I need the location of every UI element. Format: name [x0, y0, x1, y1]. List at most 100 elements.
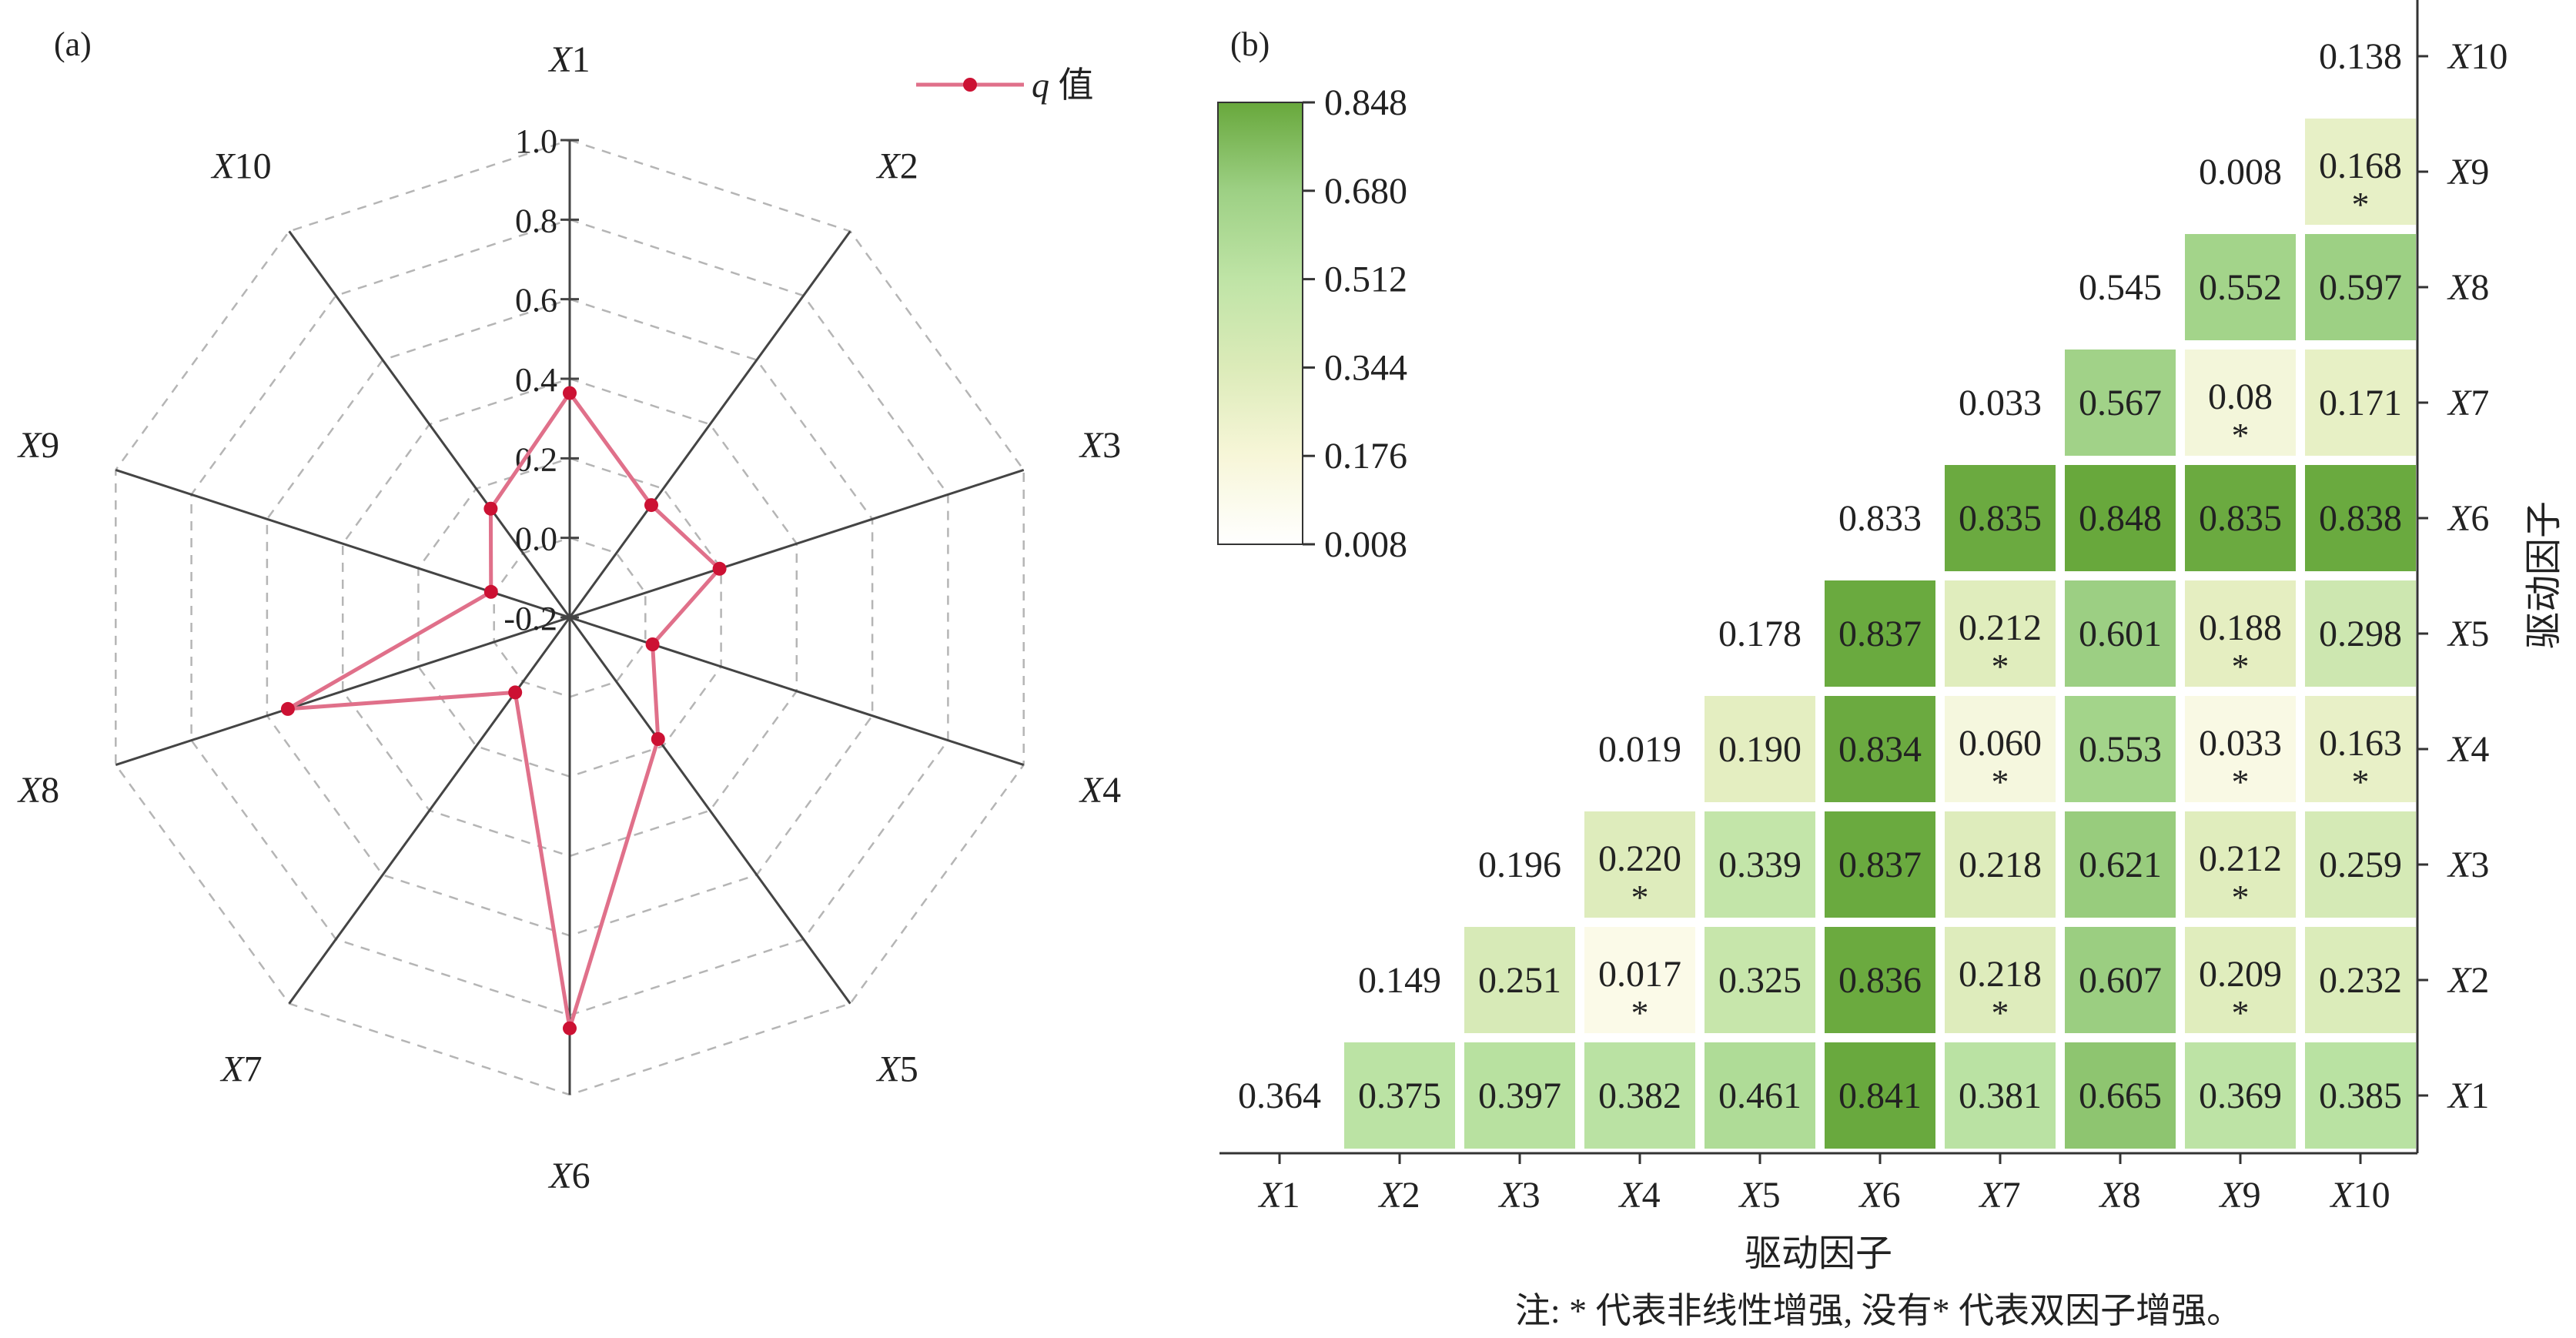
heatmap-cell-value: 0.017 [1598, 954, 1681, 995]
heatmap-cell-value: 0.385 [2319, 1075, 2402, 1116]
heatmap-cell-x7-x9 [2185, 350, 2296, 456]
heatmap-cell-x1-x8 [2065, 1042, 2176, 1149]
heatmap-cell-x9-x10 [2305, 119, 2416, 225]
heatmap-cell-x3-x6 [1825, 811, 1935, 918]
colorbar-tick-label: 0.176 [1324, 436, 1407, 477]
heatmap-cell-value: 0.033 [2199, 723, 2282, 764]
heatmap-cell-value: 0.837 [1838, 845, 1922, 885]
heatmap-cell-value: 0.607 [2079, 960, 2162, 1001]
radar-point-x9 [483, 584, 498, 599]
heatmap-cell-x4-x9 [2185, 696, 2296, 802]
heatmap-cell-x1-x7 [1945, 1042, 2056, 1149]
heatmap-cell-x8-x10 [2305, 234, 2416, 340]
heatmap-cell-value: 0.019 [1598, 729, 1681, 770]
heatmap-x-tick-x6: X6 [1858, 1175, 1900, 1216]
heatmap-cell-value: 0.178 [1718, 614, 1802, 654]
heatmap-cell-value: 0.382 [1598, 1075, 1681, 1116]
radar-point-x7 [508, 685, 523, 700]
heatmap-cell-x6-x9 [2185, 465, 2296, 571]
radar-tick-label: 0.0 [515, 520, 557, 558]
radar-point-x10 [483, 501, 498, 516]
radar-axis-label-x7: X7 [219, 1049, 262, 1090]
heatmap-cell-star: * [1992, 993, 2009, 1032]
heatmap-cell-star: * [2232, 993, 2250, 1032]
heatmap-x-tick-x7: X7 [1978, 1175, 2020, 1216]
heatmap-y-tick-x6: X6 [2447, 498, 2489, 539]
heatmap-cell-x1-x6 [1825, 1042, 1935, 1149]
heatmap-cell-star: * [2232, 647, 2250, 686]
radar-point-x6 [563, 1021, 577, 1035]
heatmap-cell-value: 0.212 [1959, 607, 2042, 648]
heatmap-cell-x3-x9 [2185, 811, 2296, 918]
heatmap-cell-value: 0.163 [2319, 723, 2402, 764]
heatmap-cell-value: 0.833 [1838, 498, 1922, 539]
radar-axis-label-x3: X3 [1079, 425, 1121, 466]
heatmap-cell-value: 0.665 [2079, 1075, 2162, 1116]
heatmap-cell-value: 0.190 [1718, 729, 1802, 770]
radar-axis-label-x8: X8 [17, 770, 59, 811]
heatmap-x-tick-x10: X10 [2329, 1175, 2390, 1216]
heatmap-cell-x4-x7 [1945, 696, 2056, 802]
heatmap-cell-value: 0.838 [2319, 498, 2402, 539]
radar-tick-label: 0.6 [515, 282, 557, 319]
heatmap-cell-x4-x8 [2065, 696, 2176, 802]
heatmap-cell-value: 0.837 [1838, 614, 1922, 654]
heatmap-cell-x4-x10 [2305, 696, 2416, 802]
radar-axis-x4 [569, 616, 1025, 767]
radar-axis-label-x2: X2 [875, 146, 918, 187]
heatmap-cell-value: 0.196 [1478, 845, 1561, 885]
heatmap-cell-value: 0.339 [1718, 845, 1802, 885]
colorbar-tick-label: 0.008 [1324, 524, 1407, 565]
heatmap-cell-x4-x5 [1705, 696, 1815, 802]
panel-a-radar: (a) 1.00.80.60.40.20.0-0.2 X1X2X3X4X5X6X… [17, 25, 1121, 1196]
heatmap-cell-value: 0.369 [2199, 1075, 2282, 1116]
heatmap-cell-x2-x5 [1705, 927, 1815, 1033]
heatmap-cell-value: 0.397 [1478, 1075, 1561, 1116]
colorbar-gradient [1217, 102, 1303, 545]
radar-tick-label: 0.8 [515, 202, 557, 239]
heatmap-cell-value: 0.553 [2079, 729, 2162, 770]
heatmap-cell-value: 0.060 [1959, 723, 2042, 764]
radar-point-x8 [280, 701, 295, 716]
heatmap-cell-value: 0.841 [1838, 1075, 1922, 1116]
radar-legend: q 值 [916, 65, 1094, 105]
heatmap-cell-value: 0.567 [2079, 383, 2162, 423]
radar-point-x3 [712, 561, 727, 576]
heatmap-cell-x2-x4 [1584, 927, 1695, 1033]
radar-axis-x10 [288, 230, 571, 618]
heatmap-x-tick-x5: X5 [1738, 1175, 1780, 1216]
legend-label: q 值 [1032, 65, 1094, 105]
radar-axis-x8 [115, 616, 570, 767]
heatmap-cell-x7-x10 [2305, 350, 2416, 456]
heatmap-cell-value: 0.375 [1358, 1075, 1441, 1116]
heatmap-cell-value: 0.008 [2199, 152, 2282, 192]
heatmap-cell-x1-x4 [1584, 1042, 1695, 1149]
radar-point-x1 [563, 386, 577, 400]
radar-tick-label: 1.0 [515, 122, 557, 160]
radar-radial-ticks: 1.0 0.8 0.6 0.4 0.2 0.0 -0.2 [503, 122, 579, 637]
heatmap-y-tick-x5: X5 [2447, 614, 2489, 654]
heatmap-y-tick-x3: X3 [2447, 845, 2489, 885]
heatmap-cell-x6-x10 [2305, 465, 2416, 571]
colorbar-tick-label: 0.512 [1324, 259, 1407, 300]
heatmap-cell-star: * [1631, 993, 1649, 1032]
heatmap-y-tick-x9: X9 [2447, 152, 2489, 192]
heatmap-cell-x6-x8 [2065, 465, 2176, 571]
heatmap-cell-value: 0.834 [1838, 729, 1922, 770]
heatmap-cell-value: 0.545 [2079, 267, 2162, 308]
heatmap-cell-value: 0.232 [2319, 960, 2402, 1001]
heatmap-cell-value: 0.209 [2199, 954, 2282, 995]
figure-note: 注: * 代表非线性增强, 没有* 代表双因子增强。 [1515, 1291, 2242, 1330]
heatmap-cell-star: * [2352, 762, 2370, 801]
heatmap-cell-value: 0.212 [2199, 838, 2282, 879]
heatmap-cell-star: * [1631, 878, 1649, 917]
heatmap-cell-x5-x7 [1945, 580, 2056, 687]
radar-tick-label: -0.2 [503, 600, 557, 637]
heatmap-cell-x3-x7 [1945, 811, 2056, 918]
radar-series-line [286, 391, 722, 1031]
heatmap-x-axis-label: 驱动因子 [1745, 1233, 1892, 1274]
heatmap-cell-x7-x8 [2065, 350, 2176, 456]
heatmap-cell-value: 0.597 [2319, 267, 2402, 308]
heatmap-cell-star: * [1992, 762, 2009, 801]
